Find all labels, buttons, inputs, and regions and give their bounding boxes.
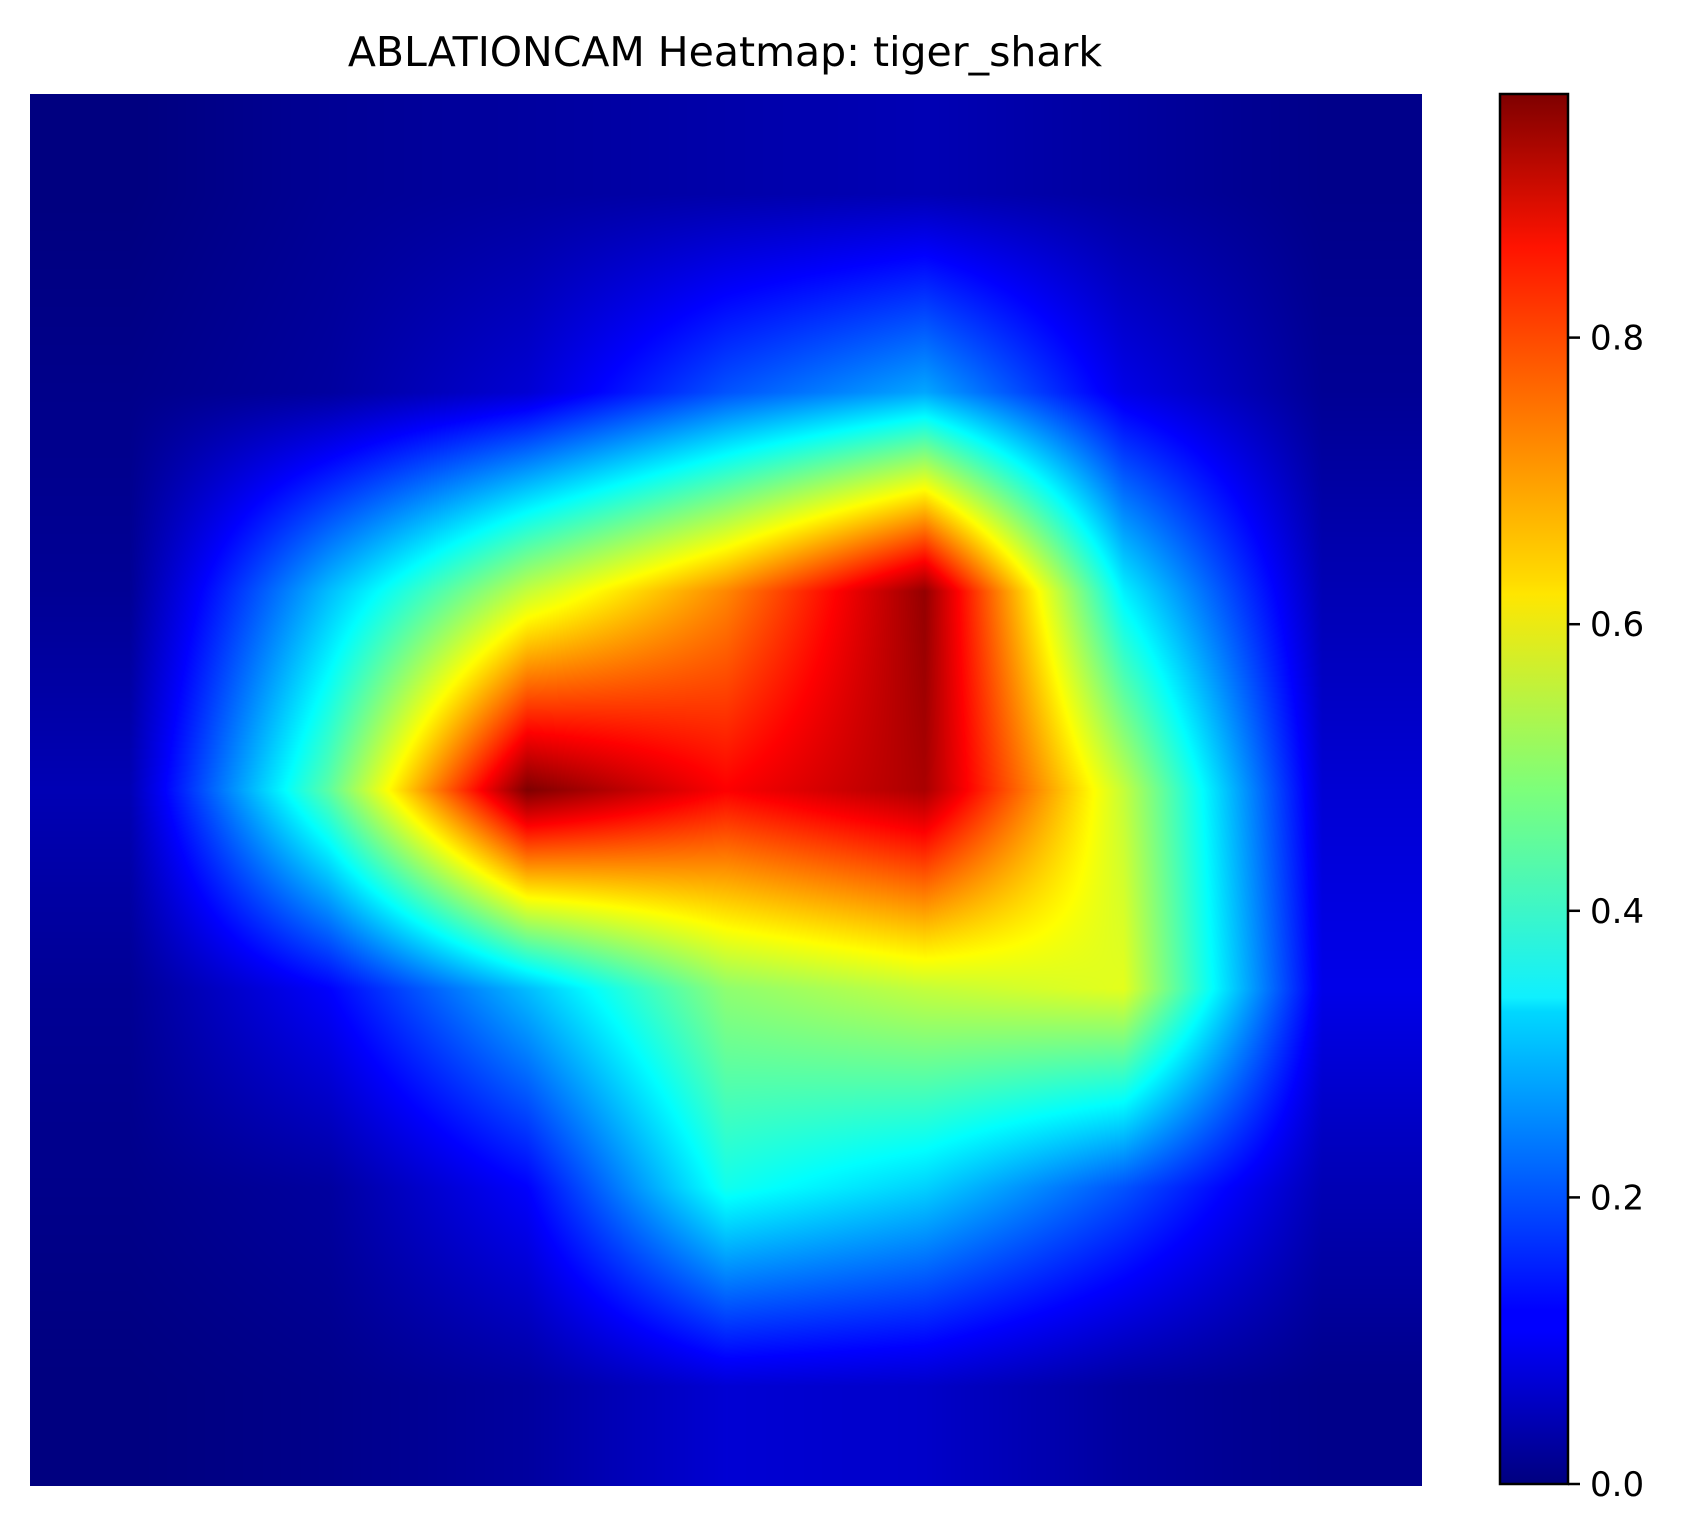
colorbar-tick-label: 0.2: [1590, 1178, 1644, 1218]
colorbar-tick-label: 0.8: [1590, 319, 1644, 359]
colorbar-tick-label: 0.4: [1590, 892, 1644, 932]
colorbar-tick-label: 0.0: [1590, 1465, 1644, 1505]
colorbar-tick-label: 0.6: [1590, 605, 1644, 645]
chart-title: ABLATIONCAM Heatmap: tiger_shark: [347, 28, 1103, 76]
colorbar-ticks: 0.0 0.2 0.4 0.6 0.8: [1568, 319, 1644, 1505]
colorbar: 0.0 0.2 0.4 0.6 0.8: [1498, 92, 1644, 1505]
colorbar-gradient: [1498, 92, 1570, 1486]
heatmap-image: [30, 94, 1422, 1486]
